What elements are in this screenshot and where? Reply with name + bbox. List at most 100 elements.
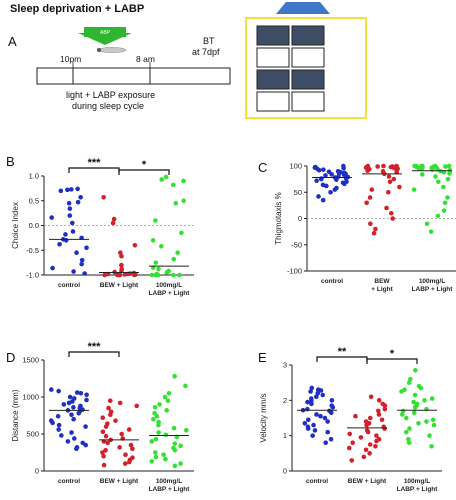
- panel-e-point: [413, 368, 418, 373]
- panel-e-point: [353, 413, 358, 419]
- panel-b-point: [177, 272, 182, 278]
- panel-b-point: [116, 272, 122, 278]
- panel-e-point: [406, 440, 412, 446]
- panel-e-point: [305, 406, 310, 412]
- panel-e-point: [309, 385, 315, 391]
- panel-c-point: [386, 189, 391, 195]
- panel-d-significance-label: ***: [88, 341, 102, 353]
- panel-c-point: [328, 189, 333, 195]
- panel-c-thigmotaxis: C -100 -50 0 50 100 Thigmotaxis % control BEW + …: [258, 160, 456, 293]
- panel-e-point: [323, 440, 328, 446]
- panel-b-point: [102, 272, 107, 278]
- panel-b-point: [118, 250, 123, 256]
- panel-d-point: [166, 391, 172, 396]
- panel-c-y-tick-label: 100: [289, 162, 302, 171]
- panel-b-point: [119, 253, 124, 259]
- panel-b-point: [78, 194, 83, 200]
- bt-label-line2: at 7dpf: [192, 47, 220, 57]
- panel-b-point: [164, 270, 170, 275]
- panel-e-point: [305, 399, 310, 405]
- panel-c-category-label: BEW + Light: [371, 278, 393, 293]
- panel-c-point: [341, 165, 346, 171]
- panel-c-point: [371, 230, 377, 236]
- panel-d-point: [122, 461, 128, 466]
- panel-b-category-label: control: [58, 282, 80, 289]
- panel-d-point: [107, 398, 113, 404]
- panel-c-point: [334, 177, 339, 182]
- light-source-icon: [276, 2, 330, 14]
- panel-b-point: [179, 230, 184, 236]
- panel-b-point: [74, 250, 79, 256]
- panel-b-point: [122, 272, 128, 277]
- panel-b-point: [69, 187, 74, 192]
- panel-e-point: [358, 435, 364, 440]
- panel-c-point: [342, 181, 347, 187]
- panel-d-point: [172, 463, 178, 469]
- panel-d-y-tick-label: 500: [26, 430, 39, 439]
- panel-e-point: [374, 433, 379, 438]
- panel-letter-d: D: [6, 350, 15, 365]
- panel-c-point: [441, 208, 447, 213]
- panel-b-point: [119, 262, 124, 268]
- panel-d-point: [163, 456, 168, 462]
- panel-b-point: [82, 271, 87, 276]
- panel-d-point: [172, 447, 178, 453]
- panel-d-point: [165, 398, 171, 404]
- panel-e-point: [322, 415, 328, 421]
- panel-c-point: [324, 183, 329, 189]
- panel-d-point: [83, 442, 89, 448]
- panel-e-y-tick-label: 0: [283, 467, 287, 476]
- panel-d-point: [149, 439, 155, 444]
- panel-b-point: [63, 232, 68, 237]
- panel-d-point: [134, 403, 140, 409]
- plate-well: [291, 47, 325, 68]
- panel-e-point: [368, 394, 374, 400]
- panel-c-point: [441, 184, 446, 190]
- panel-b-point: [71, 269, 76, 274]
- panel-b-point: [159, 177, 164, 182]
- panel-d-point: [59, 433, 64, 438]
- panel-c-point: [436, 179, 441, 185]
- panel-e-point: [330, 405, 336, 410]
- panel-e-point: [412, 392, 418, 398]
- panel-b-point: [66, 200, 72, 206]
- panel-d-point: [56, 422, 62, 428]
- panel-c-point: [316, 167, 322, 173]
- panel-d-point: [163, 432, 169, 438]
- panel-c-y-label: Thigmotaxis %: [274, 192, 283, 244]
- panel-d-point: [156, 430, 161, 435]
- panel-e-point: [310, 433, 315, 438]
- panel-e-category-label: 100mg/L LABP + Light: [397, 478, 439, 493]
- panel-d-point: [156, 422, 161, 428]
- panel-c-point: [386, 174, 392, 179]
- panel-d-point: [61, 402, 67, 407]
- panel-d-point: [101, 462, 107, 468]
- panel-c-point: [323, 173, 328, 178]
- panel-d-point: [128, 442, 134, 448]
- panel-e-point: [382, 426, 387, 431]
- panel-c-point: [321, 167, 326, 172]
- panel-c-y-tick-label: 0: [298, 214, 302, 223]
- panel-b-point: [170, 182, 176, 188]
- panel-d-y-tick-label: 0: [35, 467, 39, 476]
- panel-e-point: [374, 438, 379, 444]
- panel-d-point: [69, 412, 74, 418]
- panel-d-point: [65, 439, 71, 444]
- panel-b-point: [149, 272, 155, 278]
- panel-d-point: [152, 405, 158, 410]
- panel-e-point: [308, 389, 313, 394]
- panel-d-point: [153, 450, 158, 455]
- panel-b-point: [70, 220, 75, 226]
- panel-d-point: [162, 394, 168, 400]
- panel-d-point: [106, 405, 111, 411]
- panel-e-point: [363, 447, 369, 453]
- panel-c-y-tick-label: 50: [294, 188, 302, 197]
- panel-d-point: [50, 420, 55, 426]
- panel-e-point: [305, 417, 311, 423]
- panel-d-point: [101, 453, 106, 459]
- panel-b-point: [181, 178, 186, 184]
- panel-c-point: [435, 213, 441, 219]
- panel-b-point: [49, 215, 55, 220]
- panel-b-point: [67, 213, 73, 218]
- panel-c-point: [443, 164, 448, 169]
